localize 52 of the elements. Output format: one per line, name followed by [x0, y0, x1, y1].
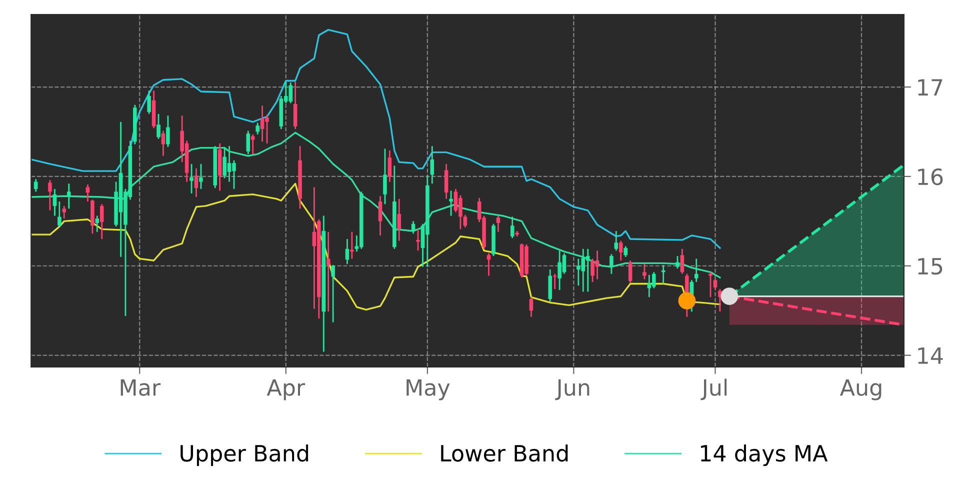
legend-label: Upper Band [180, 444, 308, 466]
x-tick-label: Jul [700, 378, 727, 400]
candlestick [293, 80, 298, 130]
candlestick [618, 240, 623, 262]
candlestick [411, 220, 416, 234]
candlestick [345, 238, 350, 265]
candlestick [378, 195, 382, 236]
candlestick [628, 260, 632, 284]
x-tick-label: Mar [120, 379, 161, 396]
candlestick [199, 163, 203, 190]
candlestick [713, 278, 718, 290]
x-tick-label: Jun [555, 379, 590, 400]
candlestick [161, 130, 166, 157]
legend-label: Lower Band [441, 444, 568, 462]
candlestick [194, 168, 198, 198]
candlestick [331, 264, 335, 323]
candlestick [610, 254, 614, 275]
candlestick [496, 215, 500, 233]
y-tick-label: 16 [918, 168, 943, 186]
candlestick [246, 130, 250, 155]
candlestick [166, 114, 170, 148]
x-tick-label: Apr [266, 379, 306, 400]
candlestick [190, 163, 194, 194]
candlestick [624, 246, 628, 258]
candlestick [388, 150, 392, 183]
candlestick [680, 248, 684, 275]
x-tick-label: May [406, 379, 450, 400]
candlestick [642, 263, 646, 280]
candlestick [548, 268, 552, 302]
candlestick [552, 273, 557, 290]
candlestick [326, 231, 330, 312]
candlestick [529, 296, 534, 318]
candlestick [397, 198, 402, 242]
legend-label: 14 days MA [700, 444, 828, 466]
candlestick [250, 134, 255, 155]
x-tick-label: Aug [840, 379, 882, 400]
candlestick [449, 190, 453, 216]
candlestick [614, 230, 618, 252]
candlestick [694, 258, 698, 283]
candlestick [463, 214, 468, 228]
candlestick [510, 216, 514, 239]
y-tick-label: 14 [918, 348, 943, 364]
y-tick-label: 15 [918, 258, 942, 275]
candlestick [676, 255, 680, 270]
y-tick-label: 17 [918, 79, 942, 96]
candlestick [147, 90, 151, 115]
candlestick [486, 252, 491, 276]
candlestick [430, 145, 434, 184]
candlestick [383, 148, 387, 205]
candlestick [256, 122, 260, 136]
candlestick [444, 163, 448, 200]
candlestick [156, 113, 160, 140]
